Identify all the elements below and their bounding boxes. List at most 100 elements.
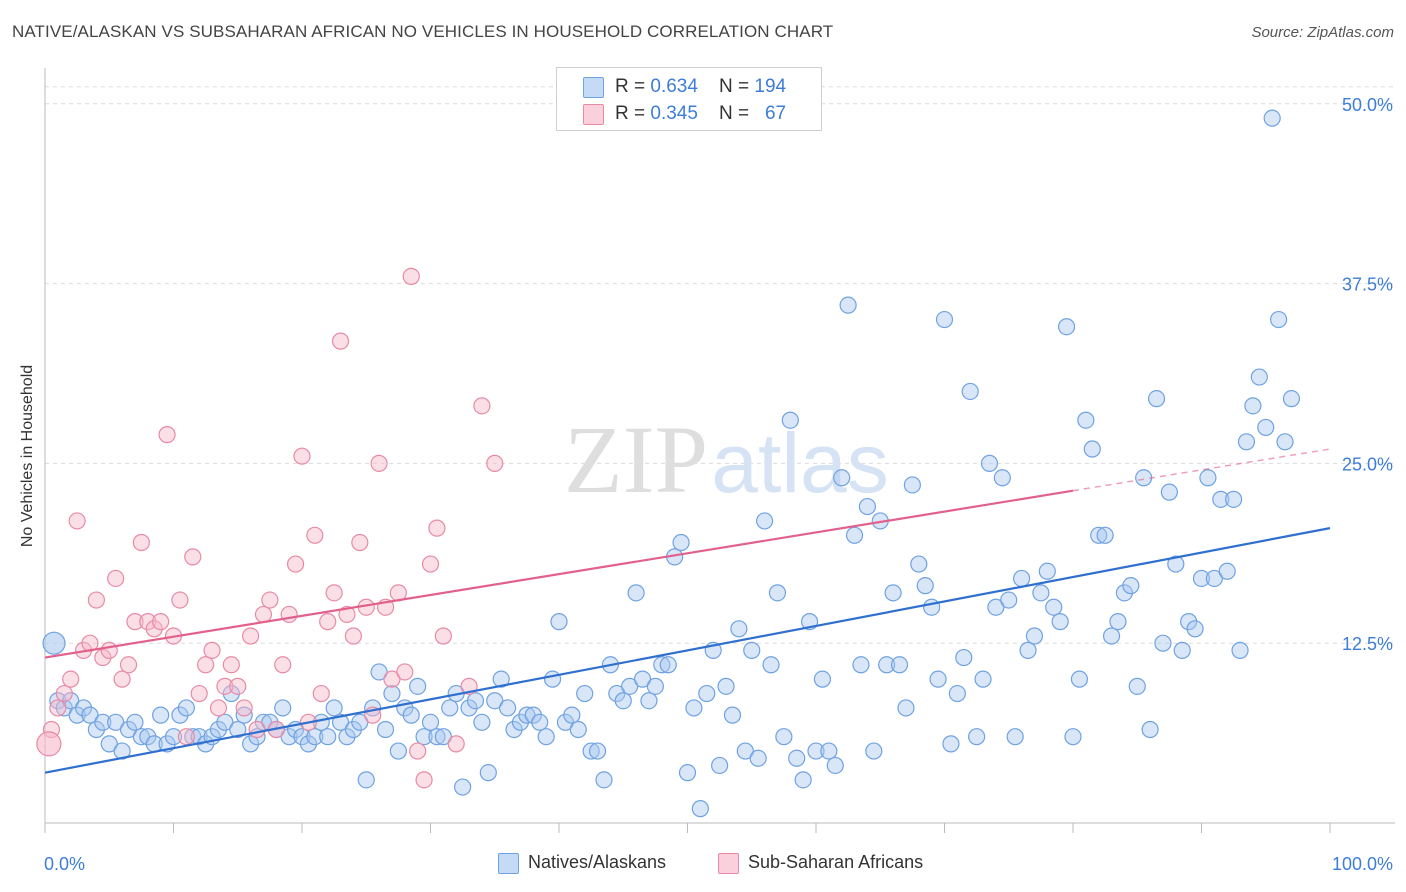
- point-natives: [235, 706, 253, 724]
- point-natives: [466, 692, 485, 710]
- point-natives: [55, 699, 73, 717]
- point-natives: [454, 778, 472, 796]
- point-natives: [537, 728, 555, 746]
- point-natives: [351, 713, 369, 731]
- point-natives: [81, 706, 99, 724]
- point-natives: [531, 713, 549, 731]
- point-natives: [62, 692, 80, 710]
- trend-line-africans-extension: [1072, 448, 1331, 492]
- point-natives: [1167, 555, 1185, 573]
- point-natives: [595, 771, 613, 789]
- point-natives: [897, 699, 915, 717]
- point-africans: [235, 699, 253, 717]
- series-africans-points: [36, 267, 504, 789]
- legend-swatch-africans-bottom: [718, 853, 739, 874]
- point-natives: [132, 728, 150, 746]
- point-natives: [646, 677, 664, 695]
- point-natives: [890, 656, 909, 674]
- point-africans: [190, 684, 208, 703]
- point-africans: [139, 613, 157, 631]
- point-natives: [325, 699, 343, 717]
- point-natives: [1231, 641, 1249, 659]
- point-natives: [1019, 641, 1037, 659]
- point-natives: [299, 735, 318, 753]
- point-natives: [826, 756, 844, 775]
- point-natives: [1218, 562, 1236, 580]
- point-natives: [492, 670, 510, 688]
- point-natives: [672, 533, 690, 552]
- point-natives: [903, 476, 921, 494]
- point-africans: [145, 620, 163, 638]
- point-natives: [1244, 397, 1262, 415]
- point-natives: [691, 800, 709, 818]
- point-africans: [421, 555, 440, 573]
- point-africans: [447, 735, 465, 753]
- series-natives-points: [42, 109, 1301, 818]
- point-natives: [794, 771, 812, 789]
- gridlines: [45, 86, 1395, 644]
- point-natives: [775, 728, 793, 746]
- point-natives: [807, 742, 825, 760]
- point-africans: [261, 591, 279, 609]
- point-africans: [331, 332, 350, 350]
- point-natives: [428, 728, 446, 746]
- point-africans: [242, 627, 260, 645]
- point-africans: [177, 728, 195, 746]
- point-natives: [68, 706, 86, 724]
- point-africans: [254, 605, 273, 624]
- point-natives: [1122, 577, 1140, 595]
- point-africans: [319, 613, 337, 631]
- point-natives: [441, 699, 459, 717]
- legend-text-natives: R = 0.634 N = 194: [615, 76, 787, 97]
- point-natives: [1070, 670, 1089, 688]
- point-africans: [338, 605, 356, 624]
- legend-swatch-africans: [583, 104, 604, 125]
- point-natives: [383, 684, 401, 703]
- point-natives: [1109, 613, 1127, 631]
- point-africans: [107, 569, 125, 588]
- point-natives: [916, 577, 934, 595]
- y-axis-label: No Vehicles in Household: [19, 364, 36, 548]
- point-africans: [274, 656, 292, 674]
- point-africans: [49, 699, 67, 717]
- point-natives: [678, 764, 697, 782]
- point-natives: [788, 749, 806, 767]
- point-natives: [1000, 591, 1018, 609]
- point-natives: [274, 699, 292, 717]
- point-africans: [434, 627, 452, 645]
- point-natives: [1250, 368, 1268, 386]
- point-natives: [126, 713, 144, 731]
- watermark-zip: ZIP: [564, 406, 708, 513]
- point-africans: [55, 684, 73, 703]
- point-natives: [1102, 627, 1121, 645]
- point-natives: [1263, 109, 1281, 127]
- point-natives: [164, 728, 183, 746]
- point-natives: [878, 656, 896, 674]
- point-natives: [415, 728, 433, 746]
- y-tick-label: 12.5%: [1342, 634, 1393, 654]
- point-natives: [94, 713, 112, 731]
- point-natives: [1212, 490, 1230, 508]
- point-natives: [370, 663, 388, 681]
- point-natives: [319, 728, 337, 746]
- point-africans: [171, 591, 189, 609]
- y-tick-label: 37.5%: [1342, 275, 1393, 295]
- chart-title: NATIVE/ALASKAN VS SUBSAHARAN AFRICAN NO …: [12, 22, 834, 41]
- point-natives: [505, 720, 523, 739]
- point-africans: [396, 663, 414, 681]
- point-natives: [563, 706, 581, 724]
- point-natives: [1160, 483, 1178, 501]
- point-natives: [293, 728, 311, 746]
- point-natives: [627, 584, 645, 602]
- point-natives: [968, 728, 986, 746]
- point-natives: [1141, 720, 1159, 739]
- point-natives: [685, 699, 703, 717]
- point-natives: [499, 699, 517, 717]
- point-africans: [68, 512, 86, 530]
- point-africans: [473, 397, 491, 415]
- point-natives: [1199, 469, 1217, 487]
- point-natives: [1032, 584, 1050, 602]
- point-natives: [1128, 677, 1146, 695]
- point-natives: [486, 692, 504, 710]
- legend-text-africans: R = 0.345 N = 67: [615, 103, 787, 124]
